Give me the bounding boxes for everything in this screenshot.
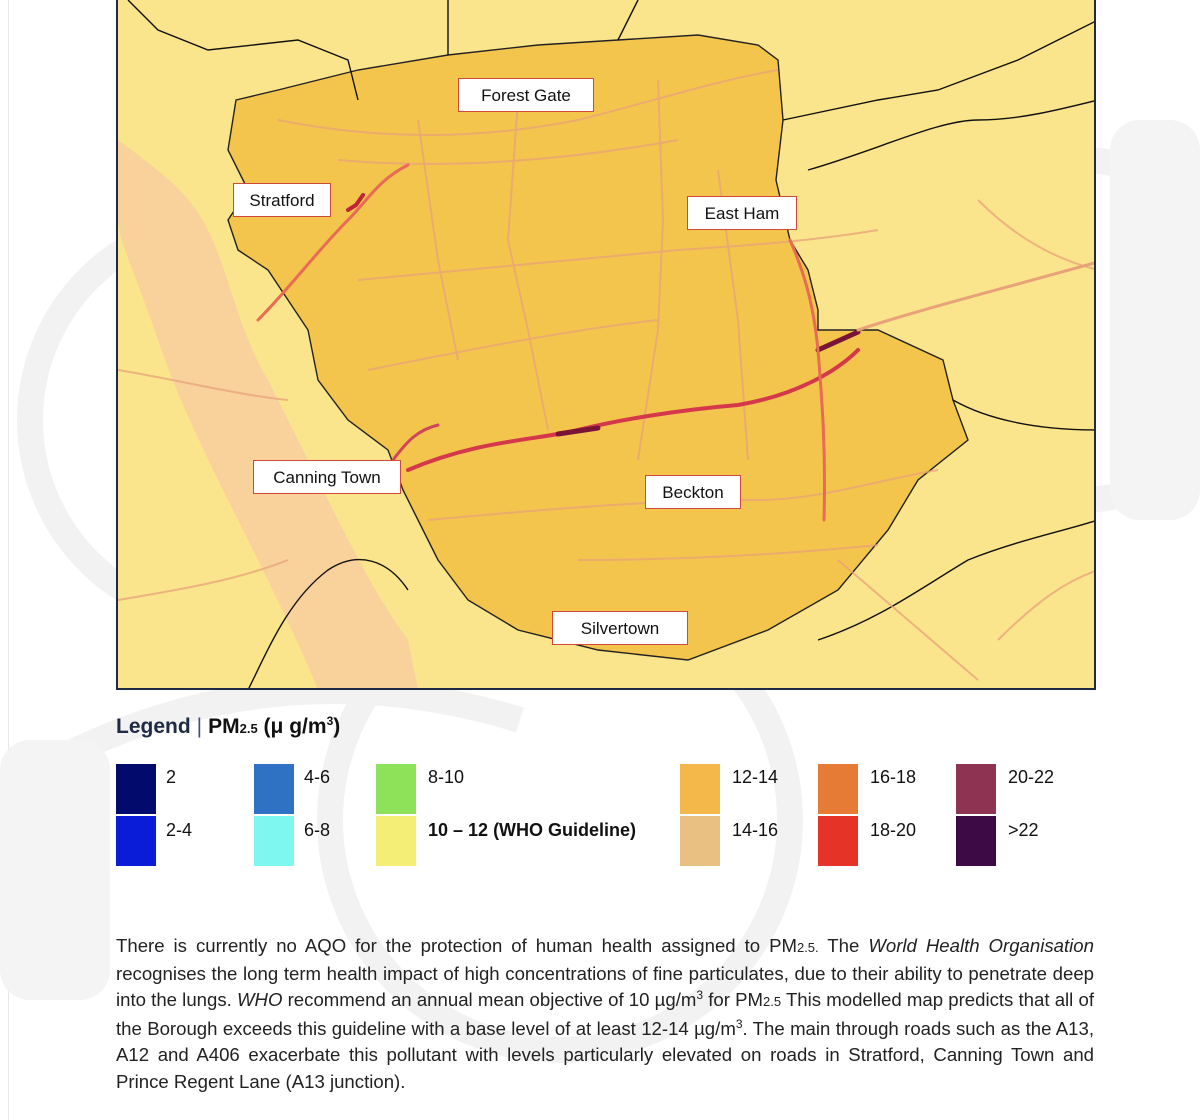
swatch-label-16-18: 16-18 <box>870 767 917 787</box>
minor-roads <box>118 69 1094 681</box>
description-paragraph: There is currently no AQO for the protec… <box>116 933 1094 1095</box>
label-stratford: Stratford <box>233 183 331 217</box>
neighbouring-boundaries <box>127 0 1094 688</box>
legend-separator: | <box>196 715 203 738</box>
body-t1-sub: 2.5. <box>796 939 819 955</box>
swatch-16-18 <box>818 764 858 814</box>
swatch-label-18-20: 18-20 <box>870 820 917 840</box>
body-t6: This modelled map predicts that all of t… <box>116 989 1094 1039</box>
who-guideline-text: – 12 (WHO Guideline) <box>448 820 637 840</box>
lea-valley-area <box>118 140 418 688</box>
body-t4: recommend an annual mean objective of 10… <box>282 989 697 1011</box>
swatch-label-8-10: 8-10 <box>428 767 465 787</box>
legend-title: Legend | PM2.5 (μ g/m3) <box>116 714 340 739</box>
swatch-label-12-14: 12-14 <box>732 767 779 787</box>
body-t4-sup: 3 <box>696 988 704 1003</box>
body-who-abbr: WHO <box>236 989 283 1011</box>
map-canvas <box>118 0 1094 688</box>
pm25-map[interactable]: Forest Gate Stratford East Ham Canning T… <box>116 0 1096 690</box>
swatch-6-8 <box>254 816 294 866</box>
legend-pm: PM <box>208 715 240 738</box>
body-t2: The <box>818 934 869 956</box>
legend-word: Legend <box>116 715 191 738</box>
swatch-label-2: 2 <box>166 767 177 787</box>
body-t1: There is currently no AQO for the protec… <box>116 934 797 956</box>
swatch-2 <box>116 764 156 814</box>
body-t3: recognises the long term health impact o… <box>116 963 1094 1011</box>
legend-unit: (μ g/m <box>257 715 327 738</box>
swatch-2-4 <box>116 816 156 866</box>
swatch-8-10 <box>376 764 416 814</box>
swatch-gt-22 <box>956 816 996 866</box>
swatch-label-4-6: 4-6 <box>304 767 331 787</box>
page-edge <box>8 0 9 1120</box>
swatch-label-10-12: 10 – 12 (WHO Guideline) <box>428 820 636 841</box>
label-canning-town: Canning Town <box>253 460 401 494</box>
label-beckton: Beckton <box>645 475 741 509</box>
swatch-12-14 <box>680 764 720 814</box>
legend-pm-subscript: 2.5 <box>239 721 258 736</box>
label-east-ham: East Ham <box>687 196 797 230</box>
main-roads <box>256 163 1094 522</box>
swatch-label-6-8: 6-8 <box>304 820 331 840</box>
swatch-label-2-4: 2-4 <box>166 820 193 840</box>
label-silvertown: Silvertown <box>552 611 688 645</box>
swatch-18-20 <box>818 816 858 866</box>
swatch-label-gt-22: >22 <box>1008 820 1039 840</box>
swatch-14-16 <box>680 816 720 866</box>
swatch-20-22 <box>956 764 996 814</box>
swatch-10-12 <box>376 816 416 866</box>
swatch-4-6 <box>254 764 294 814</box>
body-t5-sub: 2.5 <box>763 994 782 1010</box>
body-t5: for PM <box>703 989 764 1011</box>
swatch-label-14-16: 14-16 <box>732 820 779 840</box>
swatch-label-20-22: 20-22 <box>1008 767 1055 787</box>
body-t6-sup: 3 <box>735 1016 743 1031</box>
body-t7: . The main through roads such as the A13… <box>116 1017 1095 1092</box>
body-who-name: World Health Organisation <box>868 934 1094 956</box>
who-guideline-value: 10 <box>428 820 449 840</box>
label-forest-gate: Forest Gate <box>458 78 594 112</box>
legend-unit-sup: 3 <box>326 714 334 728</box>
legend-unit-close: ) <box>333 715 341 738</box>
borough-of-newham <box>227 34 969 661</box>
